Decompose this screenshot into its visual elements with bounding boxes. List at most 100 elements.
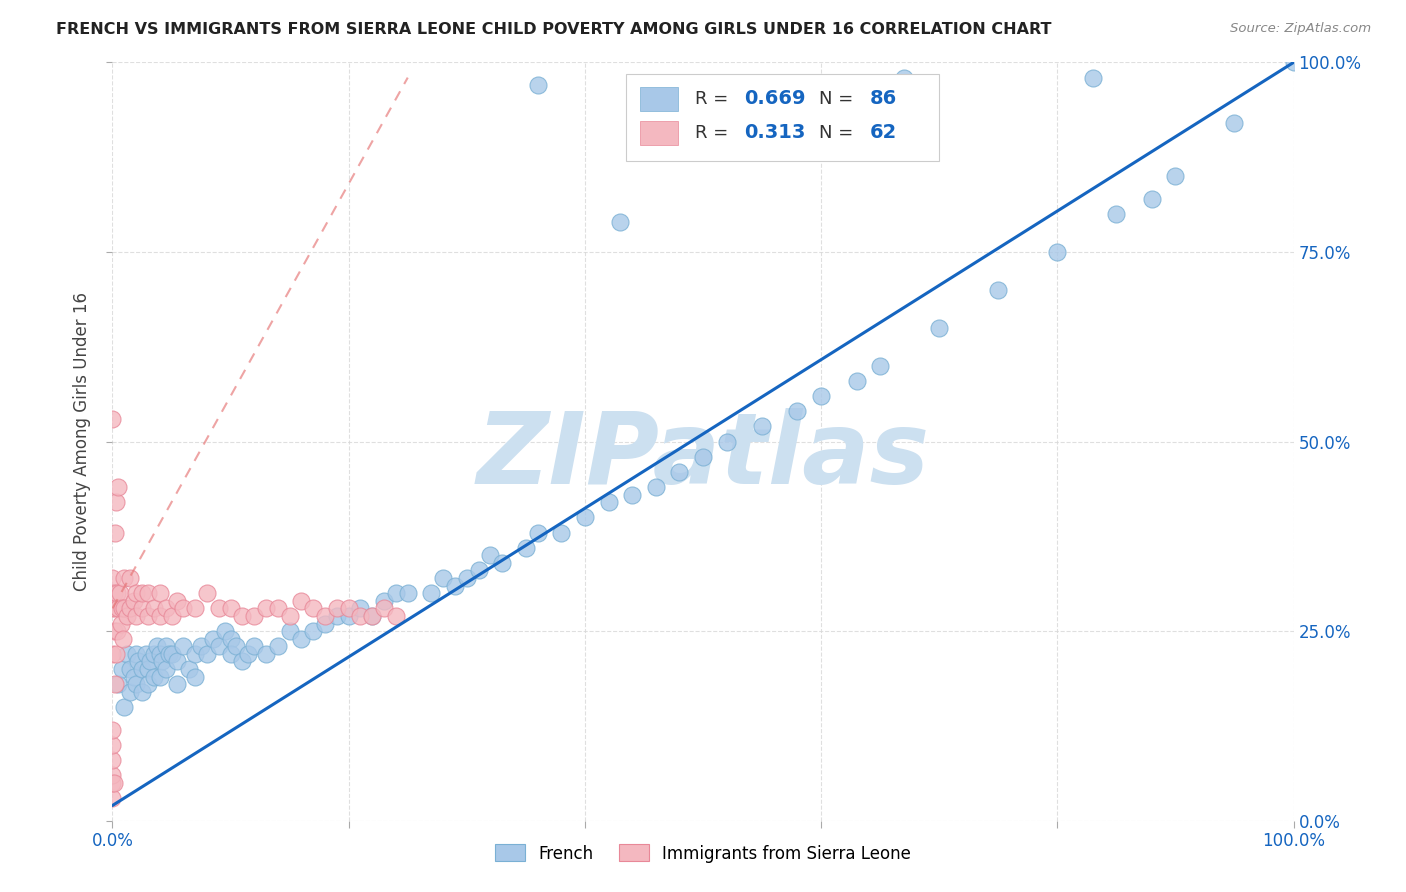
Point <box>243 608 266 623</box>
Point <box>125 677 148 691</box>
Point <box>115 608 138 623</box>
Point <box>184 647 207 661</box>
Point <box>385 608 408 623</box>
Point <box>302 624 325 639</box>
Point <box>668 465 690 479</box>
Point <box>104 525 127 540</box>
Text: R =: R = <box>695 124 734 142</box>
Point <box>103 624 125 639</box>
Point <box>337 608 360 623</box>
Point <box>928 320 950 334</box>
Point <box>149 647 172 661</box>
Point <box>160 608 183 623</box>
Point <box>1105 207 1128 221</box>
Point <box>120 601 142 615</box>
Point <box>361 608 384 623</box>
FancyBboxPatch shape <box>626 74 939 161</box>
Point <box>107 601 129 615</box>
Point <box>987 283 1010 297</box>
Point <box>326 608 349 623</box>
Point <box>104 677 127 691</box>
Point <box>112 601 135 615</box>
Point <box>432 571 454 585</box>
Point <box>515 541 537 555</box>
Point <box>166 655 188 669</box>
Point <box>104 601 127 615</box>
Text: R =: R = <box>695 90 734 108</box>
Point <box>1282 55 1305 70</box>
Point <box>105 647 128 661</box>
Point <box>893 70 915 85</box>
Point <box>373 601 395 615</box>
Point <box>526 525 548 540</box>
Point <box>172 639 194 653</box>
Point <box>101 601 124 615</box>
Point <box>112 632 135 646</box>
Point <box>184 601 207 615</box>
Point <box>278 624 301 639</box>
Point <box>172 601 194 615</box>
Point <box>716 434 738 449</box>
Point <box>195 586 218 600</box>
Point <box>136 586 159 600</box>
Point <box>349 608 371 623</box>
Point <box>107 677 129 691</box>
Point <box>267 639 290 653</box>
Point <box>112 699 135 714</box>
Point <box>101 753 124 767</box>
Point <box>254 647 277 661</box>
Text: 86: 86 <box>869 89 897 108</box>
Point <box>155 639 177 653</box>
Point <box>142 601 165 615</box>
Point <box>385 586 408 600</box>
Point <box>127 655 149 669</box>
Point <box>1164 169 1187 184</box>
Point <box>396 586 419 600</box>
Text: FRENCH VS IMMIGRANTS FROM SIERRA LEONE CHILD POVERTY AMONG GIRLS UNDER 16 CORREL: FRENCH VS IMMIGRANTS FROM SIERRA LEONE C… <box>56 22 1052 37</box>
Point <box>131 685 153 699</box>
Point <box>278 608 301 623</box>
Point <box>456 571 478 585</box>
Point <box>621 487 644 501</box>
Point <box>122 594 145 608</box>
FancyBboxPatch shape <box>640 120 678 145</box>
Point <box>692 450 714 464</box>
Point <box>101 768 124 782</box>
Point <box>1081 70 1104 85</box>
Point <box>103 776 125 790</box>
Point <box>574 510 596 524</box>
Point <box>112 571 135 585</box>
Point <box>120 662 142 676</box>
Text: 0.669: 0.669 <box>744 89 806 108</box>
Point <box>751 419 773 434</box>
Point <box>550 525 572 540</box>
Point <box>115 647 138 661</box>
Point <box>131 586 153 600</box>
Point <box>120 571 142 585</box>
Point <box>131 662 153 676</box>
Point <box>107 480 129 494</box>
Point <box>214 624 236 639</box>
Point <box>120 685 142 699</box>
Point <box>479 548 502 563</box>
Point <box>373 594 395 608</box>
Y-axis label: Child Poverty Among Girls Under 16: Child Poverty Among Girls Under 16 <box>73 292 91 591</box>
Point <box>160 647 183 661</box>
Point <box>179 662 201 676</box>
FancyBboxPatch shape <box>640 87 678 111</box>
Point <box>302 601 325 615</box>
Point <box>105 495 128 509</box>
Point <box>135 647 157 661</box>
Text: N =: N = <box>818 124 859 142</box>
Point <box>1046 244 1069 259</box>
Point <box>786 404 808 418</box>
Point <box>491 556 513 570</box>
Point <box>225 639 247 653</box>
Point <box>219 601 242 615</box>
Point <box>609 214 631 228</box>
Point <box>290 632 312 646</box>
Text: N =: N = <box>818 90 859 108</box>
Point <box>110 616 132 631</box>
Point <box>131 601 153 615</box>
Point <box>125 647 148 661</box>
